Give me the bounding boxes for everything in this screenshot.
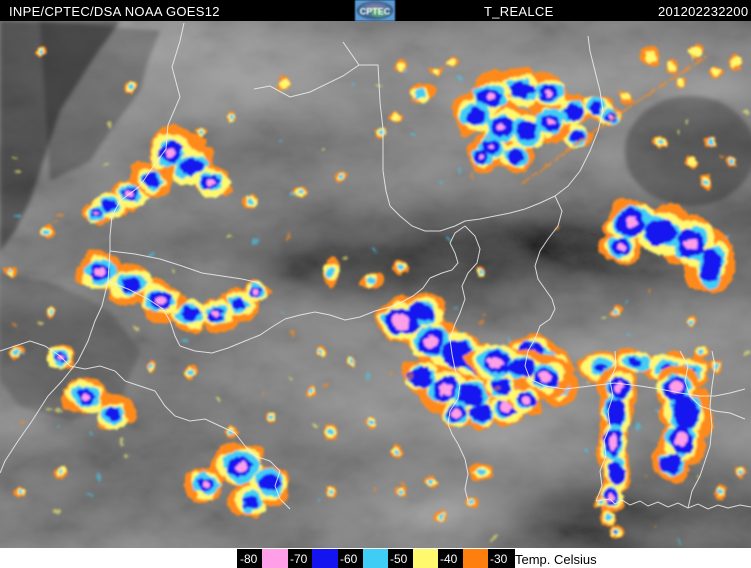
- svg-text:CPTEC: CPTEC: [360, 7, 391, 17]
